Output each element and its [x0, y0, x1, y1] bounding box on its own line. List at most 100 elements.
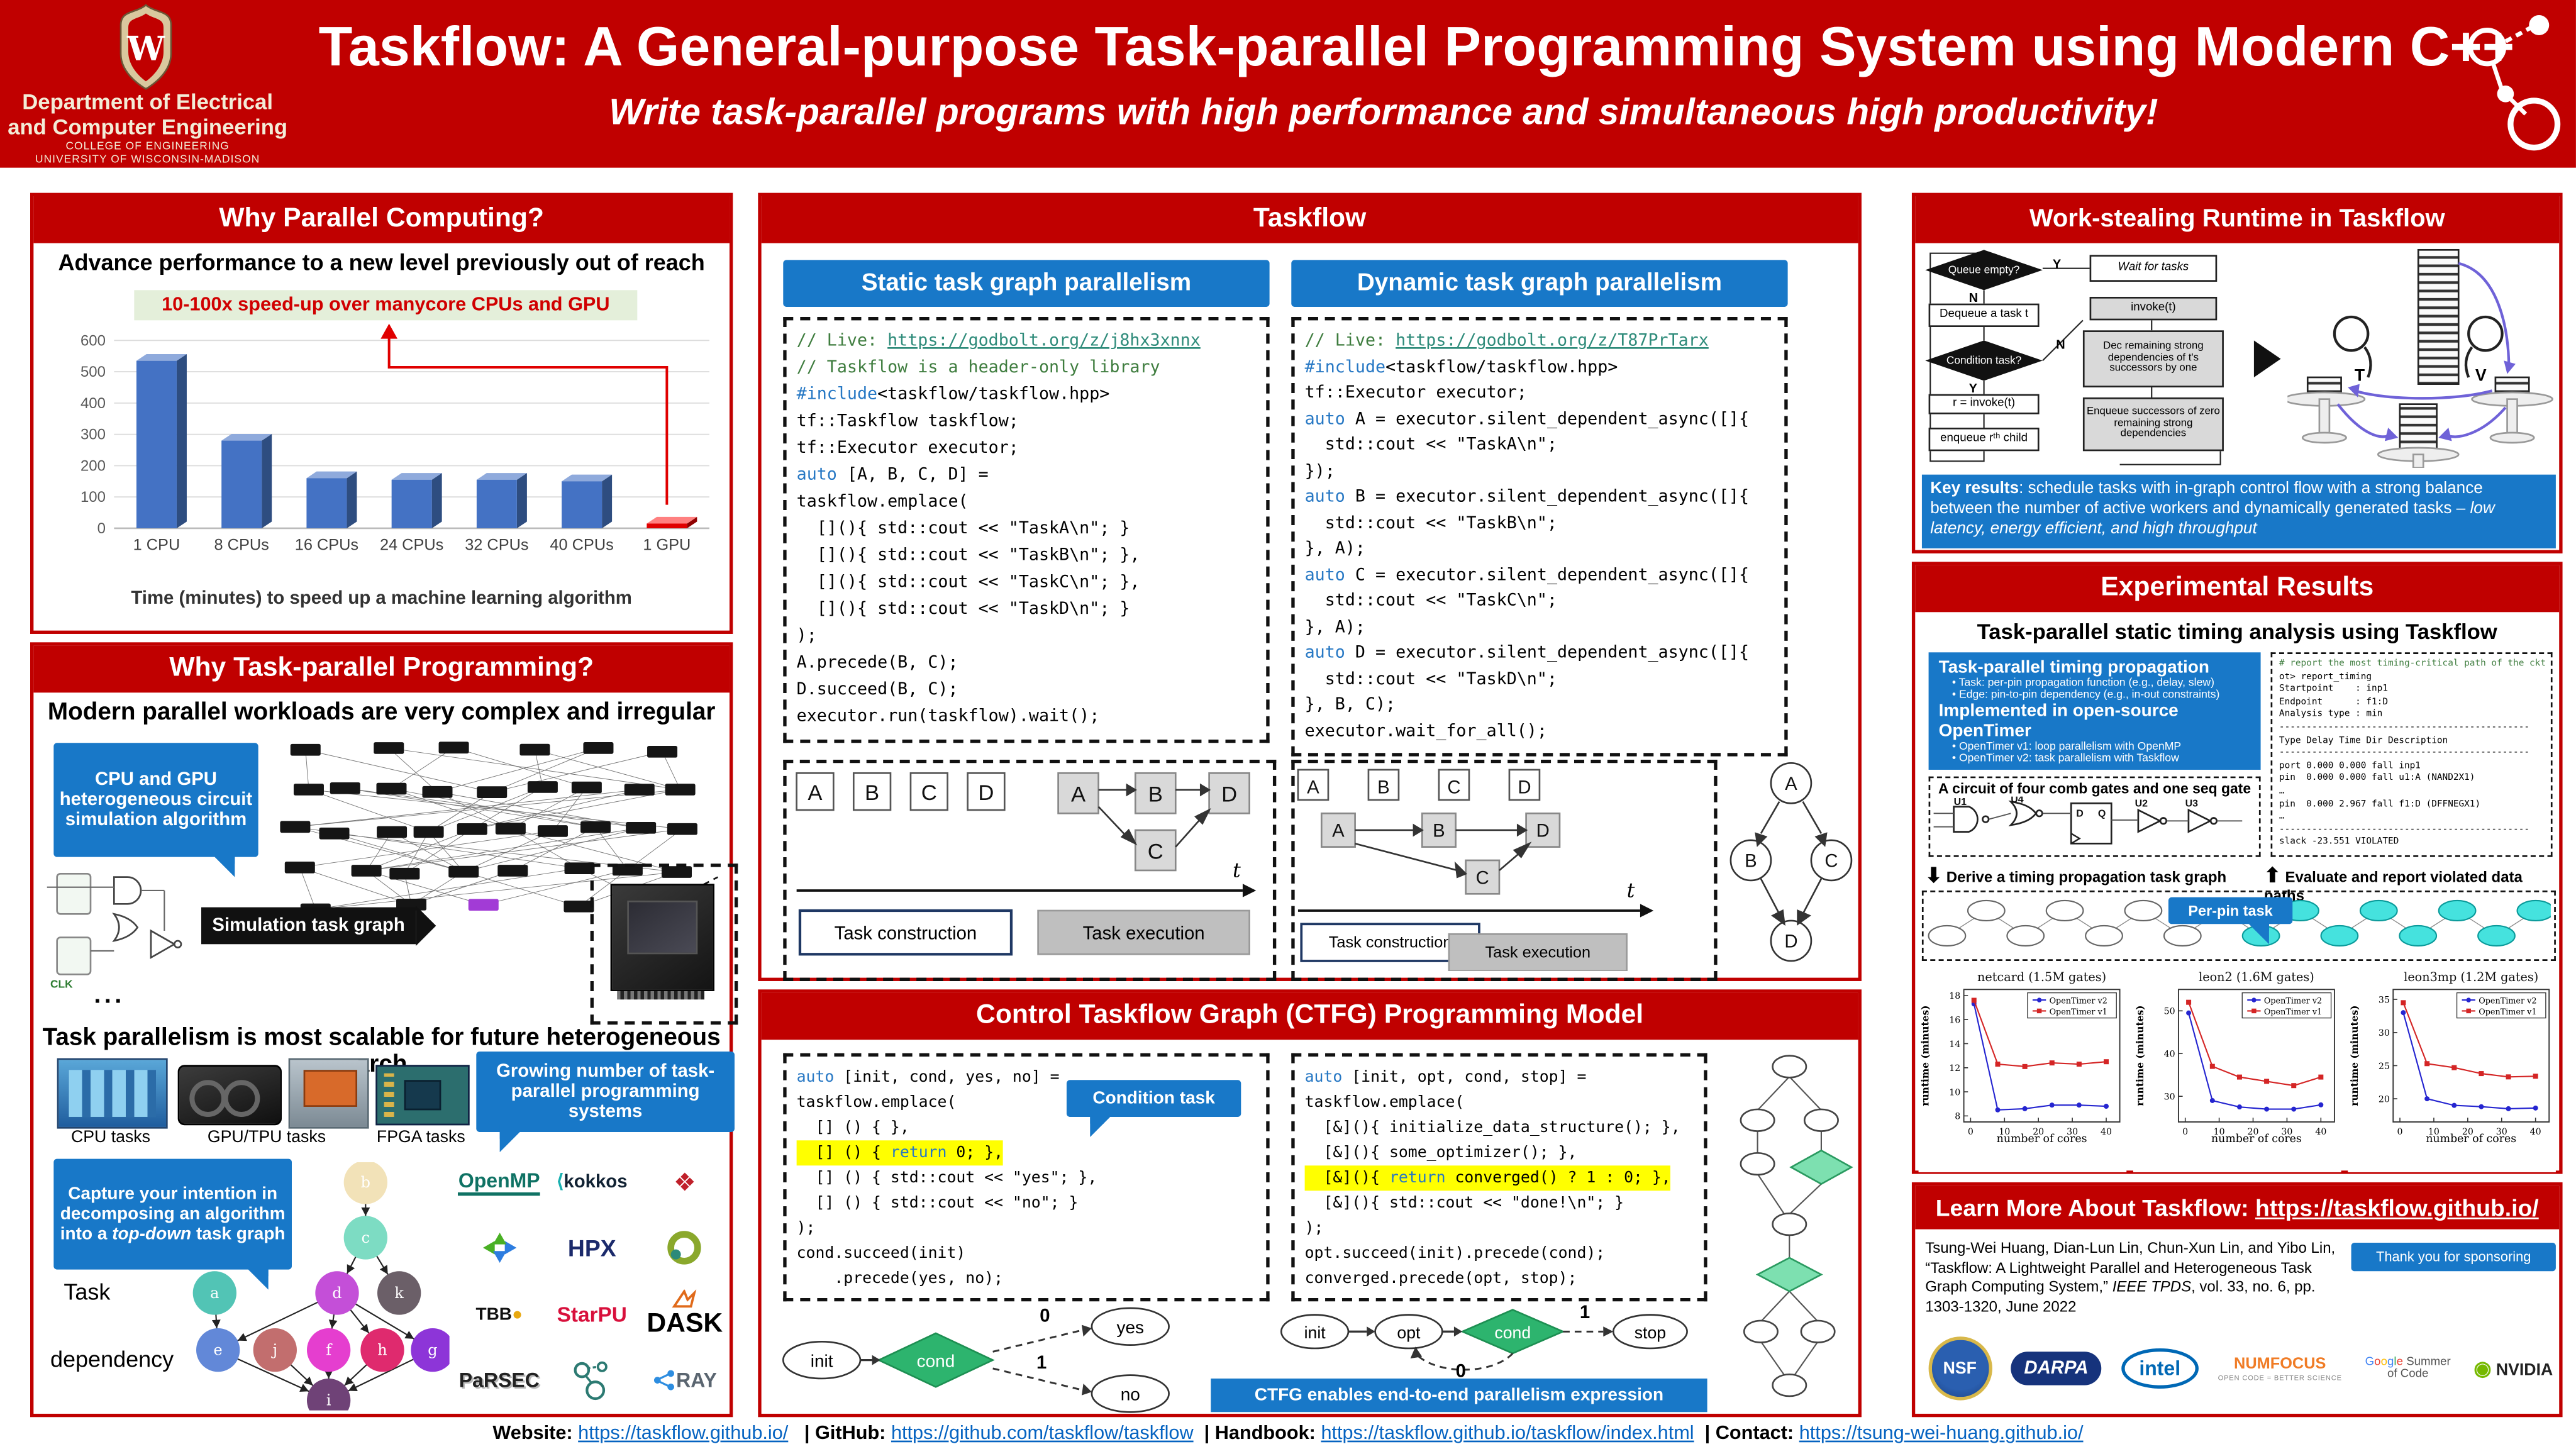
panel-header: Experimental Results	[1915, 565, 2560, 613]
logo-parsec: PaRSEC	[458, 1368, 540, 1392]
task-parallel-logos: OpenMP ⟨kokkos ❖ HPX TBB● StarPU DASK Pa…	[453, 1149, 731, 1414]
svg-text:100: 100	[80, 489, 106, 506]
hw-label-gpu: GPU/TPU tasks	[207, 1128, 326, 1147]
chart-netcard: netcard (1.5M gates) 8 10 12 14 16 18 0 10 20 30 40…	[1918, 967, 2127, 1172]
svg-text:k: k	[394, 1284, 404, 1302]
svg-text:B: B	[1148, 783, 1163, 807]
svg-text:0: 0	[1040, 1305, 1050, 1326]
uw-college: COLLEGE OF ENGINEERING UNIVERSITY OF WIS…	[35, 140, 260, 167]
fc-dec-deps: Dec remaining strong dependencies of t's…	[2082, 330, 2224, 387]
fc-label-y2: Y	[1968, 380, 1977, 396]
callout-capture-intention: Capture your intention in decomposing an…	[53, 1158, 292, 1290]
svg-text:1: 1	[1580, 1302, 1590, 1323]
fc-wait: Wait for tasks	[2089, 255, 2218, 282]
svg-text:B: B	[865, 781, 879, 805]
svg-text:A: A	[808, 781, 823, 805]
panel-learn-more: Learn More About Taskflow: https://taskf…	[1911, 1182, 2563, 1418]
svg-text:OpenTimer v1: OpenTimer v1	[2264, 1008, 2322, 1017]
logo-intel: intel	[2120, 1348, 2199, 1389]
svg-text:A: A	[1071, 783, 1086, 807]
svg-text:cond: cond	[917, 1351, 955, 1370]
handbook-link[interactable]: https://taskflow.github.io/taskflow/inde…	[1321, 1423, 1694, 1444]
logo-numfocus: NUMFOCUS OPEN CODE = BETTER SCIENCE	[2218, 1355, 2342, 1382]
svg-text:h: h	[377, 1341, 387, 1359]
svg-text:i: i	[326, 1392, 331, 1409]
svg-text:32 CPUs: 32 CPUs	[465, 536, 528, 554]
experiment-title: Task-parallel static timing analysis usi…	[1977, 618, 2497, 644]
fc-r-invoke: r = invoke(t)	[1928, 394, 2040, 414]
fc-dequeue: Dequeue a task t	[1928, 303, 2040, 327]
svg-text:16 CPUs: 16 CPUs	[295, 536, 358, 554]
ctfg-condition-code[interactable]: auto [init, cond, yes, no] = taskflow.emp…	[783, 1053, 1270, 1302]
svg-text:leon2 (1.6M gates): leon2 (1.6M gates)	[2199, 970, 2314, 984]
contact-link[interactable]: https://tsung-wei-huang.github.io/	[1799, 1423, 2084, 1444]
panel-why-task-parallel: Why Task-parallel Programming? Modern pa…	[30, 642, 738, 1418]
logo-nvidia: ◉ NVIDIA	[2473, 1357, 2553, 1380]
logo-tbb: TBB●	[475, 1304, 523, 1324]
panel-work-stealing: Work-stealing Runtime in Taskflow Queue …	[1911, 192, 2563, 553]
svg-text:30: 30	[2164, 1092, 2175, 1102]
svg-text:25: 25	[2379, 1062, 2390, 1072]
dependency-label: dependency	[50, 1346, 174, 1372]
svg-text:Task execution: Task execution	[1485, 944, 1591, 962]
static-code-block[interactable]: // Live: https://godbolt.org/z/j8hx3xnnx…	[783, 316, 1270, 743]
svg-text:D: D	[978, 781, 994, 805]
cpu-image	[57, 1058, 168, 1129]
svg-text:10: 10	[2428, 1127, 2440, 1137]
svg-text:500: 500	[80, 364, 106, 380]
work-stealing-cartoon: T V	[2287, 248, 2553, 468]
svg-text:c: c	[362, 1229, 370, 1246]
taskflow-site-link[interactable]: https://taskflow.github.io/	[2255, 1194, 2539, 1221]
svg-text:t: t	[1627, 879, 1635, 902]
clk-label: CLK	[50, 978, 73, 991]
svg-text:OpenTimer v2: OpenTimer v2	[2050, 996, 2107, 1006]
github-link[interactable]: https://github.com/taskflow/taskflow	[891, 1423, 1194, 1444]
svg-text:600: 600	[80, 332, 106, 349]
svg-text:20: 20	[2462, 1127, 2473, 1137]
svg-text:Task execution: Task execution	[1083, 923, 1205, 943]
task-label: Task	[64, 1279, 111, 1305]
svg-text:14: 14	[1949, 1040, 1960, 1050]
svg-text:30: 30	[2379, 1028, 2390, 1038]
dynamic-title-bar: Dynamic task graph parallelism	[1291, 260, 1788, 307]
svg-text:OpenTimer v1: OpenTimer v1	[2050, 1008, 2107, 1017]
svg-text:OpenTimer v1: OpenTimer v1	[2479, 1008, 2536, 1017]
svg-text:A: A	[1332, 821, 1345, 841]
svg-text:20: 20	[2033, 1127, 2044, 1137]
svg-text:30: 30	[2067, 1127, 2078, 1137]
logo-darpa: DARPA	[2011, 1352, 2102, 1385]
logo-ray: RAY	[653, 1369, 717, 1392]
svg-text:number of cores: number of cores	[1997, 1133, 2087, 1145]
panel-header: Work-stealing Runtime in Taskflow	[1915, 196, 2560, 243]
fc-label-n2: N	[2056, 336, 2065, 352]
svg-text:1: 1	[1036, 1352, 1046, 1373]
svg-text:10: 10	[1999, 1127, 2010, 1137]
fc-enqueue-child: enqueue rᵗʰ child	[1928, 427, 2040, 452]
static-title-bar: Static task graph parallelism	[783, 260, 1270, 307]
dynamic-code-block[interactable]: // Live: https://godbolt.org/z/T87PrTarx…	[1291, 316, 1788, 757]
logo-dask: DASK	[647, 1289, 723, 1340]
svg-text:0: 0	[1968, 1127, 1974, 1137]
report-timing-terminal[interactable]: # report the most timing-critical path o…	[2270, 652, 2553, 857]
fpga-board-image	[375, 1065, 470, 1126]
chip-photo-box	[590, 863, 738, 1025]
svg-text:number of cores: number of cores	[2426, 1133, 2516, 1145]
svg-text:0: 0	[1456, 1360, 1466, 1381]
website-link[interactable]: https://taskflow.github.io/	[578, 1423, 789, 1444]
per-pin-task-graph: Per-pin task	[1921, 890, 2556, 961]
panel-header: Control Taskflow Graph (CTFG) Programmin…	[761, 992, 1858, 1040]
svg-text:300: 300	[80, 426, 106, 443]
svg-text:40: 40	[2164, 1050, 2175, 1060]
callout-growing-systems: Growing number of task-parallel programm…	[476, 1051, 735, 1152]
accelerator-image	[288, 1058, 369, 1129]
svg-text:cond: cond	[1494, 1323, 1531, 1342]
logo-kokkos: ⟨kokkos	[556, 1172, 628, 1193]
svg-text:C: C	[1148, 840, 1163, 863]
svg-text:8: 8	[1955, 1112, 1960, 1122]
logo-nsf: NSF	[1928, 1336, 1992, 1401]
svg-text:8 CPUs: 8 CPUs	[214, 536, 269, 554]
ctfg-iteration-code[interactable]: auto [init, opt, cond, stop] = taskflow.e…	[1291, 1053, 1707, 1302]
svg-text:1 GPU: 1 GPU	[643, 536, 691, 554]
bar-chart-title: Advance performance to a new level previ…	[58, 250, 705, 275]
gpu-image	[177, 1065, 282, 1126]
